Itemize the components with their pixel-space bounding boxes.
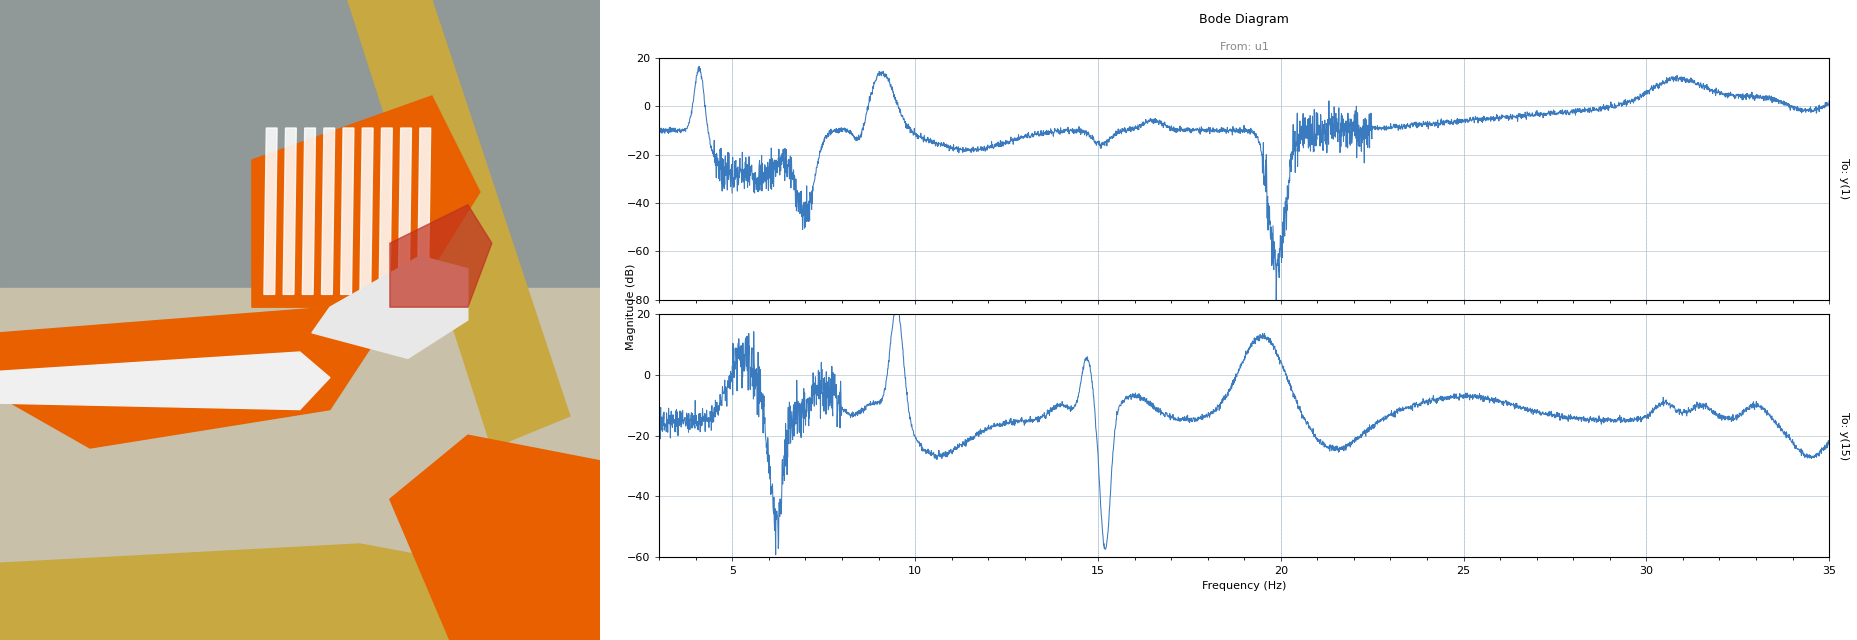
Polygon shape	[321, 128, 334, 294]
Polygon shape	[390, 435, 600, 640]
Polygon shape	[397, 128, 412, 294]
Polygon shape	[282, 128, 297, 294]
Bar	[0, 0, 600, 288]
Y-axis label: To: y(1): To: y(1)	[1838, 158, 1848, 199]
Text: Bode Diagram: Bode Diagram	[1200, 13, 1289, 26]
Text: From: u1: From: u1	[1220, 42, 1268, 52]
Polygon shape	[340, 128, 355, 294]
Polygon shape	[0, 352, 331, 410]
X-axis label: Frequency (Hz): Frequency (Hz)	[1201, 581, 1287, 591]
Polygon shape	[347, 0, 570, 448]
Polygon shape	[0, 307, 371, 448]
Polygon shape	[390, 205, 492, 307]
Polygon shape	[418, 128, 431, 294]
Y-axis label: To: y(15): To: y(15)	[1838, 412, 1848, 460]
Polygon shape	[0, 544, 600, 640]
Text: Magnitude (dB): Magnitude (dB)	[626, 264, 637, 350]
Polygon shape	[360, 128, 373, 294]
Polygon shape	[379, 128, 392, 294]
Polygon shape	[253, 96, 479, 307]
Polygon shape	[303, 128, 316, 294]
Polygon shape	[264, 128, 277, 294]
Polygon shape	[312, 256, 468, 358]
Bar	[0, 288, 600, 640]
